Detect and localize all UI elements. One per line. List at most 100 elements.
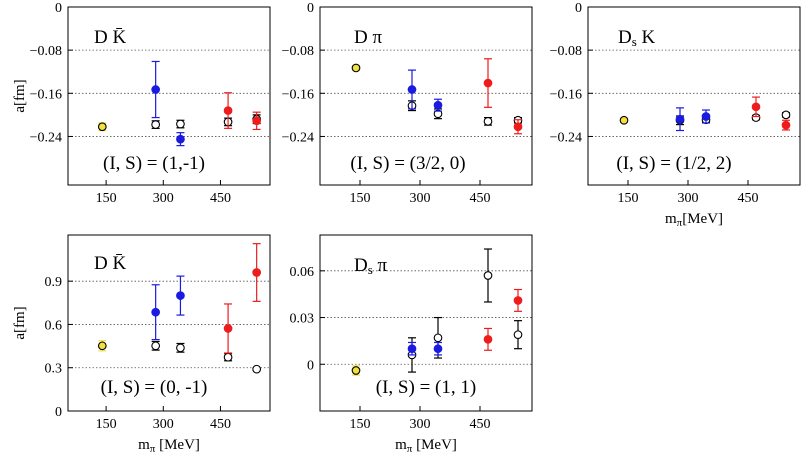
y-tick-label: −0.08 [30, 44, 62, 59]
data-point [513, 288, 523, 312]
data-point [351, 63, 361, 73]
marker [252, 268, 262, 277]
plot-frame [319, 234, 533, 412]
data-point [97, 122, 107, 132]
data-point [151, 120, 161, 129]
x-tick-label: 450 [470, 191, 491, 206]
panel-3: 0 −0.08 −0.16 −0.24 150 300 450 Ds K (I, S) = (1… [550, 1, 801, 229]
data-point [151, 60, 161, 119]
marker [151, 85, 161, 94]
data-point [407, 341, 417, 356]
plot-frame [587, 6, 801, 186]
marker [781, 120, 791, 130]
x-tick-label: 150 [96, 191, 117, 206]
plot-frame [319, 6, 533, 186]
x-tick-label: 300 [153, 417, 174, 432]
data-point [176, 275, 185, 316]
y-tick-label: −0.24 [282, 130, 314, 145]
y-axis-label: a[fm] [12, 306, 28, 339]
panel-title: D π [354, 27, 382, 48]
panel-4: 0 0.3 0.6 0.9 150 300 450 D K̄ (I, S) = (0, -1) a… [12, 234, 271, 455]
data-point [151, 340, 161, 351]
x-axis-label: mπ [MeV] [138, 437, 200, 455]
data-point [223, 352, 233, 362]
data-point [252, 364, 262, 374]
data-point [252, 243, 262, 302]
panel-title: D K̄ [94, 253, 126, 274]
plot-frame [67, 234, 271, 412]
marker [433, 100, 443, 110]
data-point [176, 342, 185, 353]
x-tick-label: 450 [738, 191, 759, 206]
y-tick-label: −0.16 [30, 87, 62, 102]
data-point [513, 119, 523, 135]
x-tick-label: 300 [153, 191, 174, 206]
y-tick-label: −0.16 [550, 87, 582, 102]
marker [433, 344, 443, 354]
panel-annotation: (I, S) = (1/2, 2) [616, 153, 731, 174]
data-point [176, 132, 185, 147]
marker [252, 116, 262, 126]
y-tick-label: 0 [575, 1, 582, 16]
marker [483, 335, 493, 344]
marker [483, 117, 493, 126]
panel-annotation: (I, S) = (1, 1) [376, 377, 476, 398]
x-tick-label: 300 [410, 191, 431, 206]
marker [351, 63, 361, 73]
data-point [751, 96, 761, 118]
x-tick-label: 450 [210, 191, 231, 206]
y-tick-label: 0 [55, 1, 62, 16]
data-point [252, 111, 262, 131]
x-tick-label: 150 [618, 191, 639, 206]
data-point [151, 284, 161, 341]
marker [151, 307, 161, 317]
x-tick-label: 300 [678, 191, 699, 206]
marker [223, 352, 233, 362]
y-tick-label: −0.08 [550, 44, 582, 59]
panel-title: Ds π [354, 255, 388, 277]
data-point [781, 110, 791, 120]
y-tick-label: 0 [307, 1, 314, 16]
marker [97, 122, 107, 132]
data-point [223, 303, 233, 354]
marker [433, 333, 443, 343]
panel-title: Ds K [618, 27, 656, 49]
marker [176, 343, 185, 353]
marker [513, 330, 523, 340]
data-point [433, 341, 443, 356]
data-point [433, 98, 443, 112]
marker [252, 364, 262, 374]
x-tick-label: 150 [96, 417, 117, 432]
marker [751, 102, 761, 112]
data-point [483, 58, 493, 108]
marker [701, 112, 711, 121]
y-tick-label: 0 [307, 358, 314, 373]
plot-frame [67, 6, 271, 186]
marker [97, 341, 107, 351]
marker [483, 78, 493, 88]
marker [151, 341, 161, 351]
y-tick-label: 0.3 [45, 362, 63, 377]
marker [407, 85, 417, 94]
marker [151, 120, 161, 129]
y-tick-label: −0.08 [282, 44, 314, 59]
x-tick-label: 450 [210, 417, 231, 432]
marker [781, 110, 791, 120]
data-point [675, 107, 685, 132]
x-tick-label: 150 [350, 417, 371, 432]
data-point [483, 116, 493, 126]
panel-2: 0 −0.08 −0.16 −0.24 150 300 450 D π (I, S) = (3/… [282, 1, 533, 206]
y-tick-label: 0 [55, 405, 62, 420]
data-point [483, 327, 493, 351]
panel-annotation: (I, S) = (0, -1) [101, 377, 208, 398]
data-point [176, 119, 185, 129]
y-tick-label: −0.16 [282, 87, 314, 102]
data-point [513, 320, 523, 350]
y-tick-label: 0.06 [290, 265, 315, 280]
y-axis-label: a[fm] [12, 79, 28, 112]
panel-title: D K̄ [94, 27, 126, 48]
data-point [619, 115, 629, 125]
data-point [351, 365, 361, 376]
y-tick-label: −0.24 [30, 130, 62, 145]
marker [223, 324, 233, 333]
